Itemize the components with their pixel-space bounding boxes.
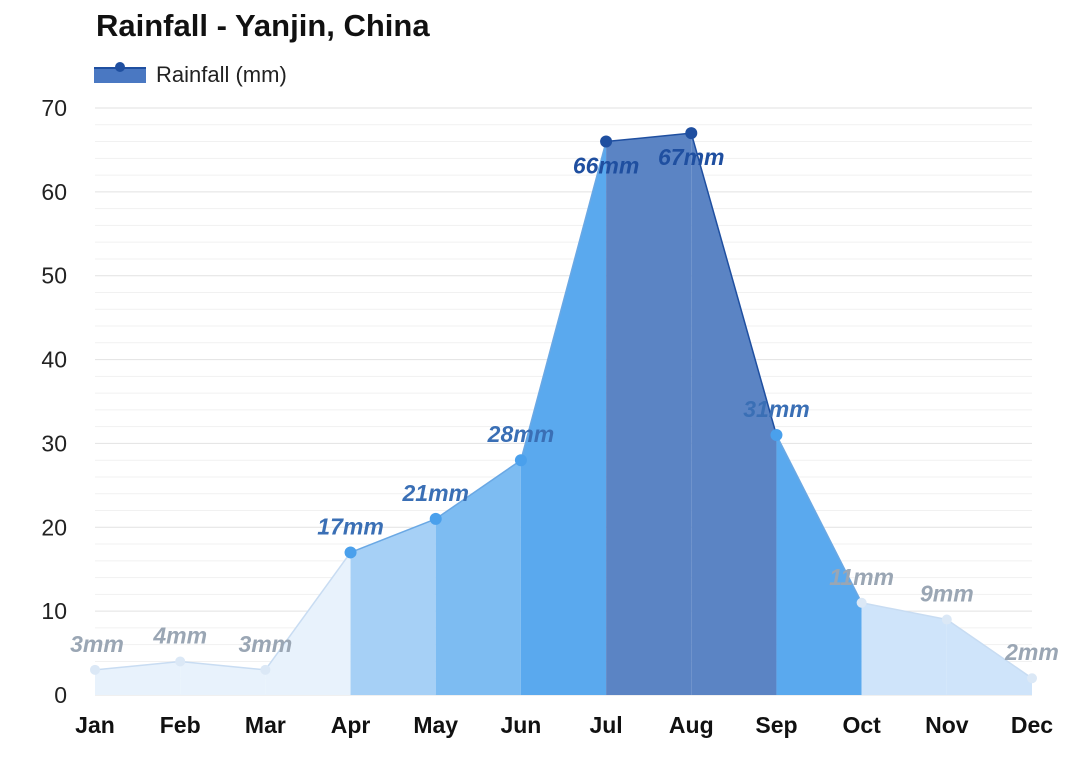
data-label: 67mm [658, 144, 724, 170]
data-label: 11mm [829, 564, 894, 590]
data-label: 2mm [1004, 639, 1059, 665]
area-segment [861, 602, 947, 695]
y-tick-label: 40 [41, 347, 67, 373]
x-tick-label: Oct [842, 712, 881, 738]
legend-swatch [94, 62, 146, 83]
chart-title: Rainfall - Yanjin, China [96, 8, 430, 43]
series-line-segment [264, 552, 352, 671]
series-line-segment [180, 660, 266, 671]
x-tick-label: Nov [925, 712, 969, 738]
data-label: 66mm [573, 153, 639, 179]
data-label: 28mm [487, 421, 554, 447]
data-label: 4mm [152, 622, 207, 648]
series-line-segment [861, 602, 947, 621]
legend-label: Rainfall (mm) [156, 62, 287, 87]
y-tick-label: 10 [41, 598, 67, 624]
x-tick-label: Aug [669, 712, 714, 738]
series-line-segment [520, 141, 607, 461]
data-point [941, 614, 952, 625]
data-point [429, 512, 442, 525]
data-point [856, 597, 867, 608]
series-line-segment [94, 660, 181, 671]
x-tick-label: Jul [589, 712, 622, 738]
data-label: 21mm [401, 480, 468, 506]
area-segment [265, 552, 351, 695]
x-tick-label: Jun [500, 712, 541, 738]
series-line-segment [690, 132, 778, 436]
data-point [90, 664, 100, 675]
area-segment [606, 133, 692, 695]
y-tick-label: 30 [41, 430, 67, 456]
x-tick-label: Apr [331, 712, 371, 738]
data-point [344, 546, 357, 559]
area-segment [95, 661, 181, 695]
area-segment [691, 133, 777, 695]
series-line-segment [946, 618, 1033, 679]
legend: Rainfall (mm) [94, 60, 287, 90]
x-tick-label: Dec [1011, 712, 1053, 738]
area-segment [350, 518, 436, 695]
data-label: 17mm [317, 513, 383, 539]
series-line-segment [435, 459, 522, 520]
y-tick-label: 0 [54, 682, 67, 708]
data-point [600, 135, 613, 148]
area-segment [776, 435, 862, 695]
area-segment [180, 661, 266, 695]
x-tick-label: May [413, 712, 458, 738]
x-tick-label: Jan [75, 712, 115, 738]
series-line-segment [350, 518, 437, 554]
y-tick-label: 60 [41, 179, 67, 205]
y-tick-label: 50 [41, 263, 67, 289]
data-label: 3mm [239, 631, 293, 657]
series-line-segment [775, 434, 863, 604]
area-segment [946, 619, 1032, 695]
data-label: 31mm [743, 396, 809, 422]
x-tick-label: Sep [755, 712, 797, 738]
y-tick-label: 20 [41, 514, 67, 540]
data-label: 3mm [70, 631, 124, 657]
y-tick-label: 70 [41, 95, 67, 121]
x-tick-label: Feb [160, 712, 201, 738]
data-point [1027, 673, 1037, 684]
area-segment [520, 141, 607, 696]
series-line-segment [606, 132, 692, 143]
data-point [260, 664, 271, 675]
area-segment [435, 460, 521, 695]
legend-marker [115, 62, 125, 72]
data-point [685, 127, 698, 140]
data-point [770, 429, 783, 442]
data-point [514, 454, 527, 467]
x-tick-label: Mar [245, 712, 286, 738]
data-label: 9mm [920, 581, 974, 607]
data-point [175, 656, 186, 667]
